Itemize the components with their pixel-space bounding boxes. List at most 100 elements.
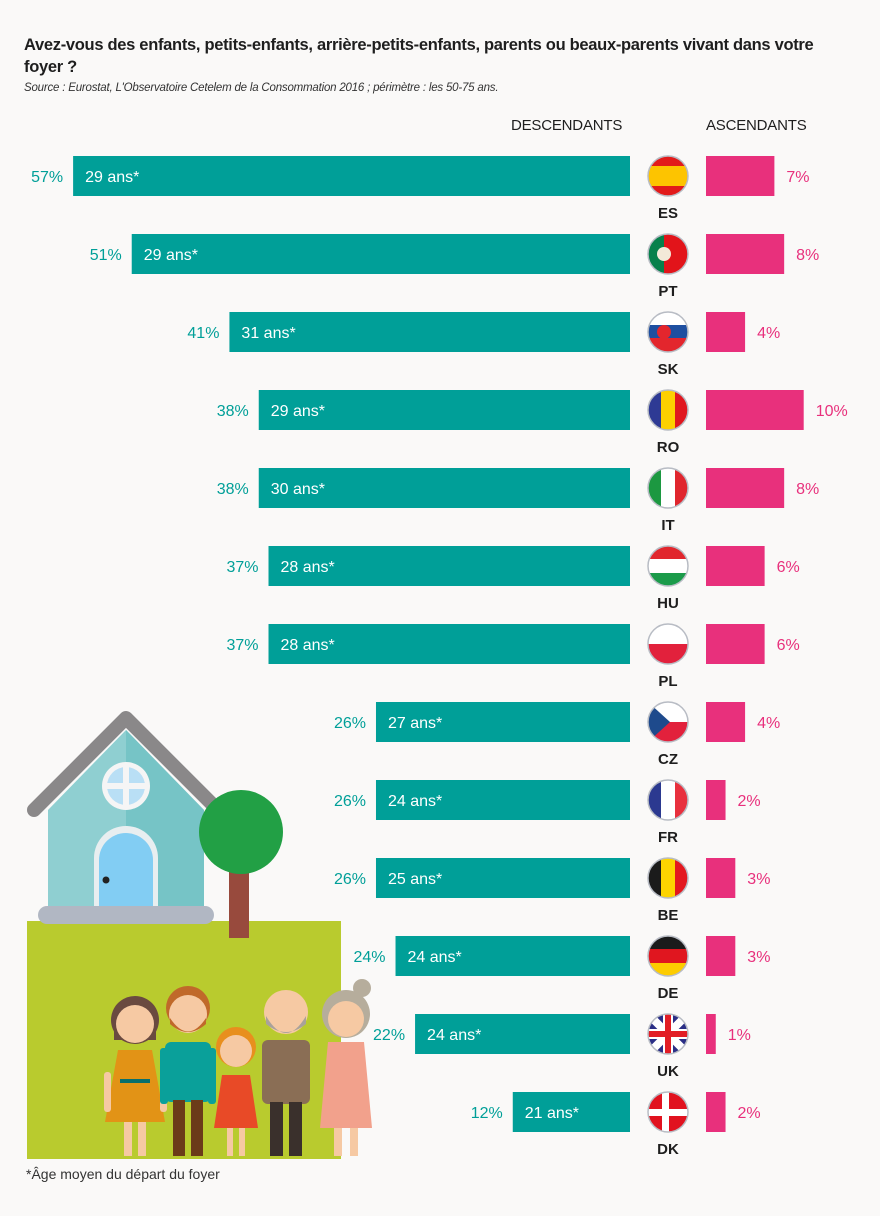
flag-ring-BE (647, 857, 689, 899)
flag-ring-SK (647, 311, 689, 353)
flag-stripe (648, 234, 664, 274)
descendants-bar-HU (268, 546, 630, 586)
ascendants-value-label-FR: 2% (738, 793, 761, 810)
ascendants-bar-BE (706, 858, 736, 898)
door-knob (102, 876, 110, 884)
chart-title: Avez-vous des enfants, petits-enfants, a… (24, 36, 814, 76)
series-header-ascendants: ASCENDANTS (706, 117, 807, 134)
age-annotation-IT: 30 ans* (271, 481, 325, 498)
age-annotation-PL: 28 ans* (281, 637, 335, 654)
flag-ring-UK (647, 1013, 689, 1055)
flag-ring-PT (647, 233, 689, 275)
flag-icon-es (648, 156, 688, 196)
descendants-value-label-ES: 57% (31, 169, 63, 186)
country-label-UK: UK (657, 1063, 679, 1080)
flag-stripe (657, 325, 671, 339)
tree-trunk (229, 870, 249, 938)
descendants-value-label-BE: 26% (334, 871, 366, 888)
window-bar-h (107, 783, 145, 789)
descendants-bar-FR (375, 780, 630, 820)
age-annotation-PT: 29 ans* (144, 247, 198, 264)
country-label-IT: IT (661, 517, 674, 534)
age-annotation-DE: 24 ans* (408, 949, 462, 966)
ascendants-value-label-RO: 10% (816, 403, 848, 420)
flag-stripe (665, 1014, 671, 1054)
country-label-BE: BE (658, 907, 679, 924)
ascendants-value-label-DE: 3% (747, 949, 770, 966)
flag-icon-cz (648, 702, 688, 742)
flag-stripe (648, 156, 688, 166)
country-label-PT: PT (658, 283, 677, 300)
bars-layer: 57% 29 ans* 7% ES 51% 29 ans* 8% PT 41% 31 ans* 4%… (31, 155, 848, 1158)
descendants-bar-RO (258, 390, 630, 430)
descendants-bar-DE (395, 936, 630, 976)
house-step (38, 906, 214, 924)
ascendants-value-label-BE: 3% (747, 871, 770, 888)
country-label-CZ: CZ (658, 751, 678, 768)
chart-source: Source : Eurostat, L'Observatoire Cetele… (24, 82, 499, 94)
country-label-FR: FR (658, 829, 678, 846)
descendants-value-label-DE: 24% (353, 949, 385, 966)
ascendants-bar-RO (706, 390, 804, 430)
flag-icon-uk (648, 1014, 688, 1054)
ascendants-value-label-DK: 2% (738, 1105, 761, 1122)
flag-stripe (661, 468, 675, 508)
family-illustration (104, 979, 372, 1156)
descendants-value-label-SK: 41% (187, 325, 219, 342)
country-label-DK: DK (657, 1141, 679, 1158)
descendants-value-label-IT: 38% (217, 481, 249, 498)
flag-ring-PL (647, 623, 689, 665)
flag-stripe (648, 338, 688, 352)
ascendants-bar-DK (706, 1092, 726, 1132)
ascendants-value-label-IT: 8% (796, 481, 819, 498)
descendants-value-label-DK: 12% (471, 1105, 503, 1122)
series-header-descendants: DESCENDANTS (511, 117, 623, 134)
descendants-bar-IT (258, 468, 630, 508)
person-man (160, 986, 216, 1156)
descendants-value-label-FR: 26% (334, 793, 366, 810)
flag-ring-DK (647, 1091, 689, 1133)
ascendants-bar-FR (706, 780, 726, 820)
country-label-HU: HU (657, 595, 679, 612)
ascendants-bar-UK (706, 1014, 716, 1054)
ascendants-bar-PT (706, 234, 785, 274)
country-label-ES: ES (658, 205, 678, 222)
age-annotation-ES: 29 ans* (85, 169, 139, 186)
age-annotation-DK: 21 ans* (525, 1105, 579, 1122)
ascendants-bar-DE (706, 936, 736, 976)
flag-icon-dk (648, 1092, 688, 1132)
descendants-bar-PL (268, 624, 630, 664)
house-door-panel (99, 833, 153, 910)
country-label-DE: DE (658, 985, 679, 1002)
flag-stripe (657, 247, 671, 261)
descendants-value-label-UK: 22% (373, 1027, 405, 1044)
footnote: *Âge moyen du départ du foyer (26, 1166, 220, 1182)
flag-stripe (648, 644, 688, 664)
descendants-bar-SK (229, 312, 630, 352)
ascendants-value-label-CZ: 4% (757, 715, 780, 732)
flag-ring-ES (647, 155, 689, 197)
descendants-bar-CZ (375, 702, 630, 742)
descendants-bar-PT (131, 234, 631, 274)
ascendants-bar-SK (706, 312, 746, 352)
age-annotation-RO: 29 ans* (271, 403, 325, 420)
descendants-value-label-PT: 51% (90, 247, 122, 264)
flag-stripe (648, 949, 688, 963)
ascendants-bar-HU (706, 546, 765, 586)
age-annotation-SK: 31 ans* (241, 325, 295, 342)
age-annotation-CZ: 27 ans* (388, 715, 442, 732)
ascendants-bar-IT (706, 468, 785, 508)
descendants-bar-DK (512, 1092, 630, 1132)
person-grandmother (320, 979, 372, 1156)
age-annotation-UK: 24 ans* (427, 1027, 481, 1044)
person-grandfather (262, 990, 310, 1156)
flag-ring-RO (647, 389, 689, 431)
country-label-RO: RO (657, 439, 680, 456)
descendants-value-label-HU: 37% (226, 559, 258, 576)
flag-stripe (648, 702, 670, 742)
flag-ring-CZ (647, 701, 689, 743)
country-label-PL: PL (658, 673, 677, 690)
flag-stripe (661, 858, 675, 898)
flag-ring-IT (647, 467, 689, 509)
